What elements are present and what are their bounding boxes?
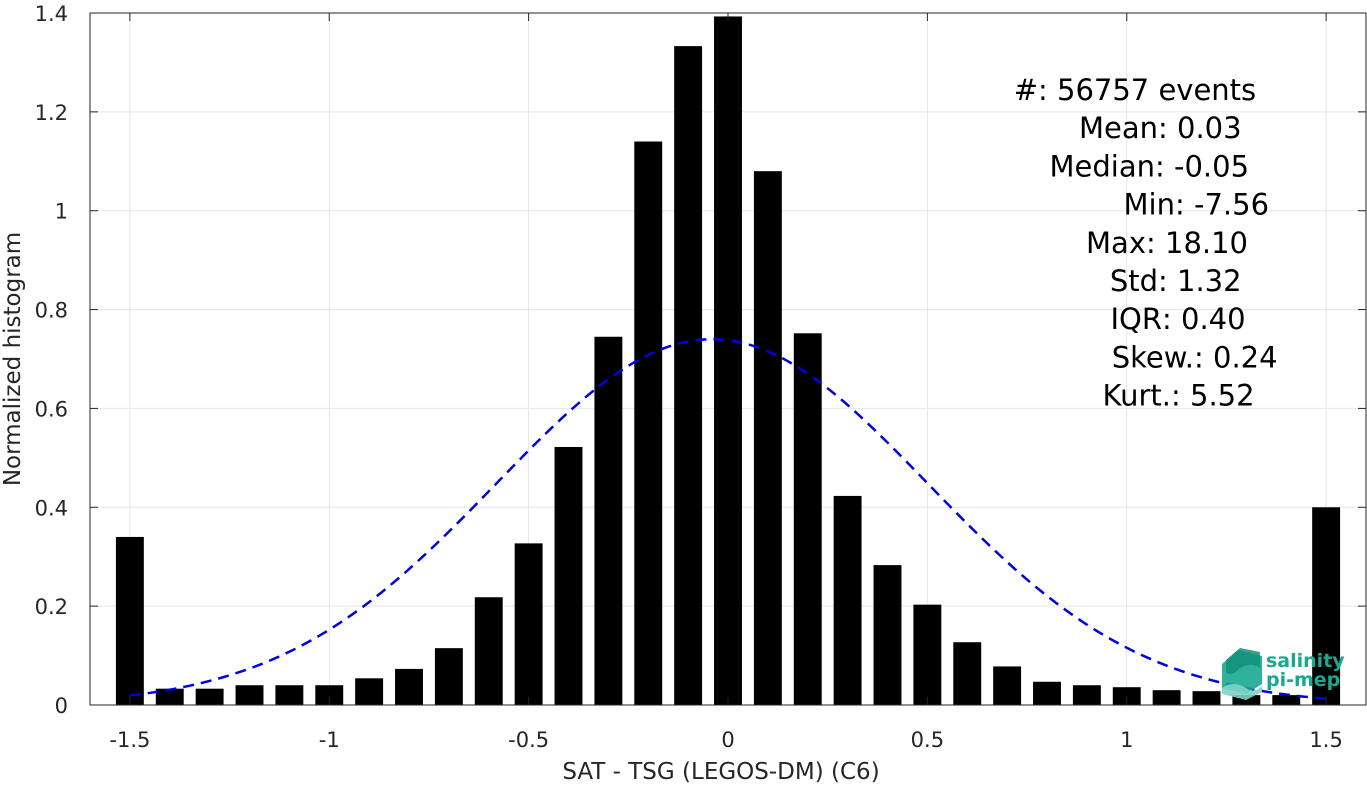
histogram-bar (1152, 690, 1181, 705)
histogram-bar (634, 141, 663, 705)
histogram-bar (793, 333, 822, 705)
x-tick-label: 1 (1120, 728, 1133, 752)
histogram-bar (434, 648, 463, 705)
y-tick-label: 1 (55, 200, 68, 224)
stat-value: : 18.10 (1146, 226, 1248, 260)
x-tick-label: 1.5 (1309, 728, 1342, 752)
y-tick-label: 1.4 (35, 2, 68, 26)
y-tick-label: 0.6 (35, 397, 68, 421)
histogram-bar (913, 604, 942, 705)
histogram-bar (594, 336, 623, 705)
histogram-bar (115, 536, 144, 705)
stat-value: : 0.24 (1194, 340, 1278, 374)
histogram-bar (1272, 695, 1301, 705)
stat-value: : 1.32 (1158, 264, 1242, 298)
y-tick-label: 0 (55, 694, 68, 718)
y-tick-label: 0.4 (35, 496, 68, 520)
histogram-bar (714, 16, 742, 705)
normal-fit-curve (129, 337, 1327, 700)
stat-value: : 56757 events (1038, 73, 1256, 107)
histogram-bar (275, 685, 304, 705)
histogram-bar (155, 688, 184, 705)
histogram-bar (1033, 681, 1061, 705)
histogram-bar (833, 495, 862, 705)
histogram-bar (474, 597, 503, 705)
x-tick-label: -1 (319, 728, 340, 752)
stat-label: Kurt. (1103, 379, 1171, 413)
x-axis-label: SAT - TSG (LEGOS-DM) (C6) (562, 759, 879, 785)
stat-label: # (1014, 73, 1038, 107)
histogram-bars (115, 16, 1341, 706)
y-tick-label: 0.2 (35, 595, 68, 619)
histogram-bar (993, 666, 1022, 705)
histogram-bar (355, 678, 384, 705)
stat-label: Std (1110, 264, 1158, 298)
histogram-bar (514, 543, 543, 705)
x-tick-label: -0.5 (508, 728, 549, 752)
stat-label: Median (1050, 149, 1155, 183)
salinity-pi-mep-logo: salinity pi-mep (1222, 648, 1345, 700)
y-tick-labels: 0 0.2 0.4 0.6 0.8 1 1.2 1.4 (35, 2, 68, 718)
stat-label: Min (1124, 188, 1175, 222)
histogram-bar (1232, 695, 1261, 705)
logo-emblem-icon (1222, 648, 1262, 700)
histogram-bar (1312, 507, 1341, 705)
x-tick-label: 0 (721, 728, 734, 752)
logo-text-pi-mep: pi-mep (1266, 669, 1340, 691)
stat-value: : 0.40 (1162, 302, 1246, 336)
x-tick-label: 0.5 (911, 728, 944, 752)
stat-value: : -7.56 (1175, 188, 1269, 222)
stat-label: Max (1086, 226, 1146, 260)
histogram-bar (1072, 685, 1101, 705)
histogram-bar (1192, 691, 1221, 705)
y-axis-label: Normalized histogram (0, 232, 26, 486)
histogram-bar (235, 685, 264, 705)
histogram-bar (315, 685, 344, 705)
histogram-bar (1112, 687, 1141, 705)
histogram-bar (195, 688, 224, 705)
stat-label: IQR (1110, 302, 1162, 336)
histogram-bar (395, 668, 423, 705)
histogram-bar (674, 46, 703, 706)
axis-ticks (90, 12, 1366, 706)
histogram-bar (554, 446, 583, 705)
histogram-bar (753, 171, 782, 705)
stat-value: : -0.05 (1155, 149, 1249, 183)
logo-text-salinity: salinity (1266, 650, 1345, 672)
histogram-bar (873, 565, 902, 705)
stat-label: Mean (1079, 111, 1158, 145)
histogram-bar (953, 642, 982, 705)
x-tick-labels: -1.5 -1 -0.5 0 0.5 1 1.5 (109, 728, 1342, 752)
y-tick-label: 1.2 (35, 101, 68, 125)
y-tick-label: 0.8 (35, 299, 68, 323)
stat-value: : 5.52 (1171, 379, 1255, 413)
stat-label: Skew. (1112, 340, 1194, 374)
stat-value: : 0.03 (1158, 111, 1242, 145)
x-tick-label: -1.5 (109, 728, 150, 752)
